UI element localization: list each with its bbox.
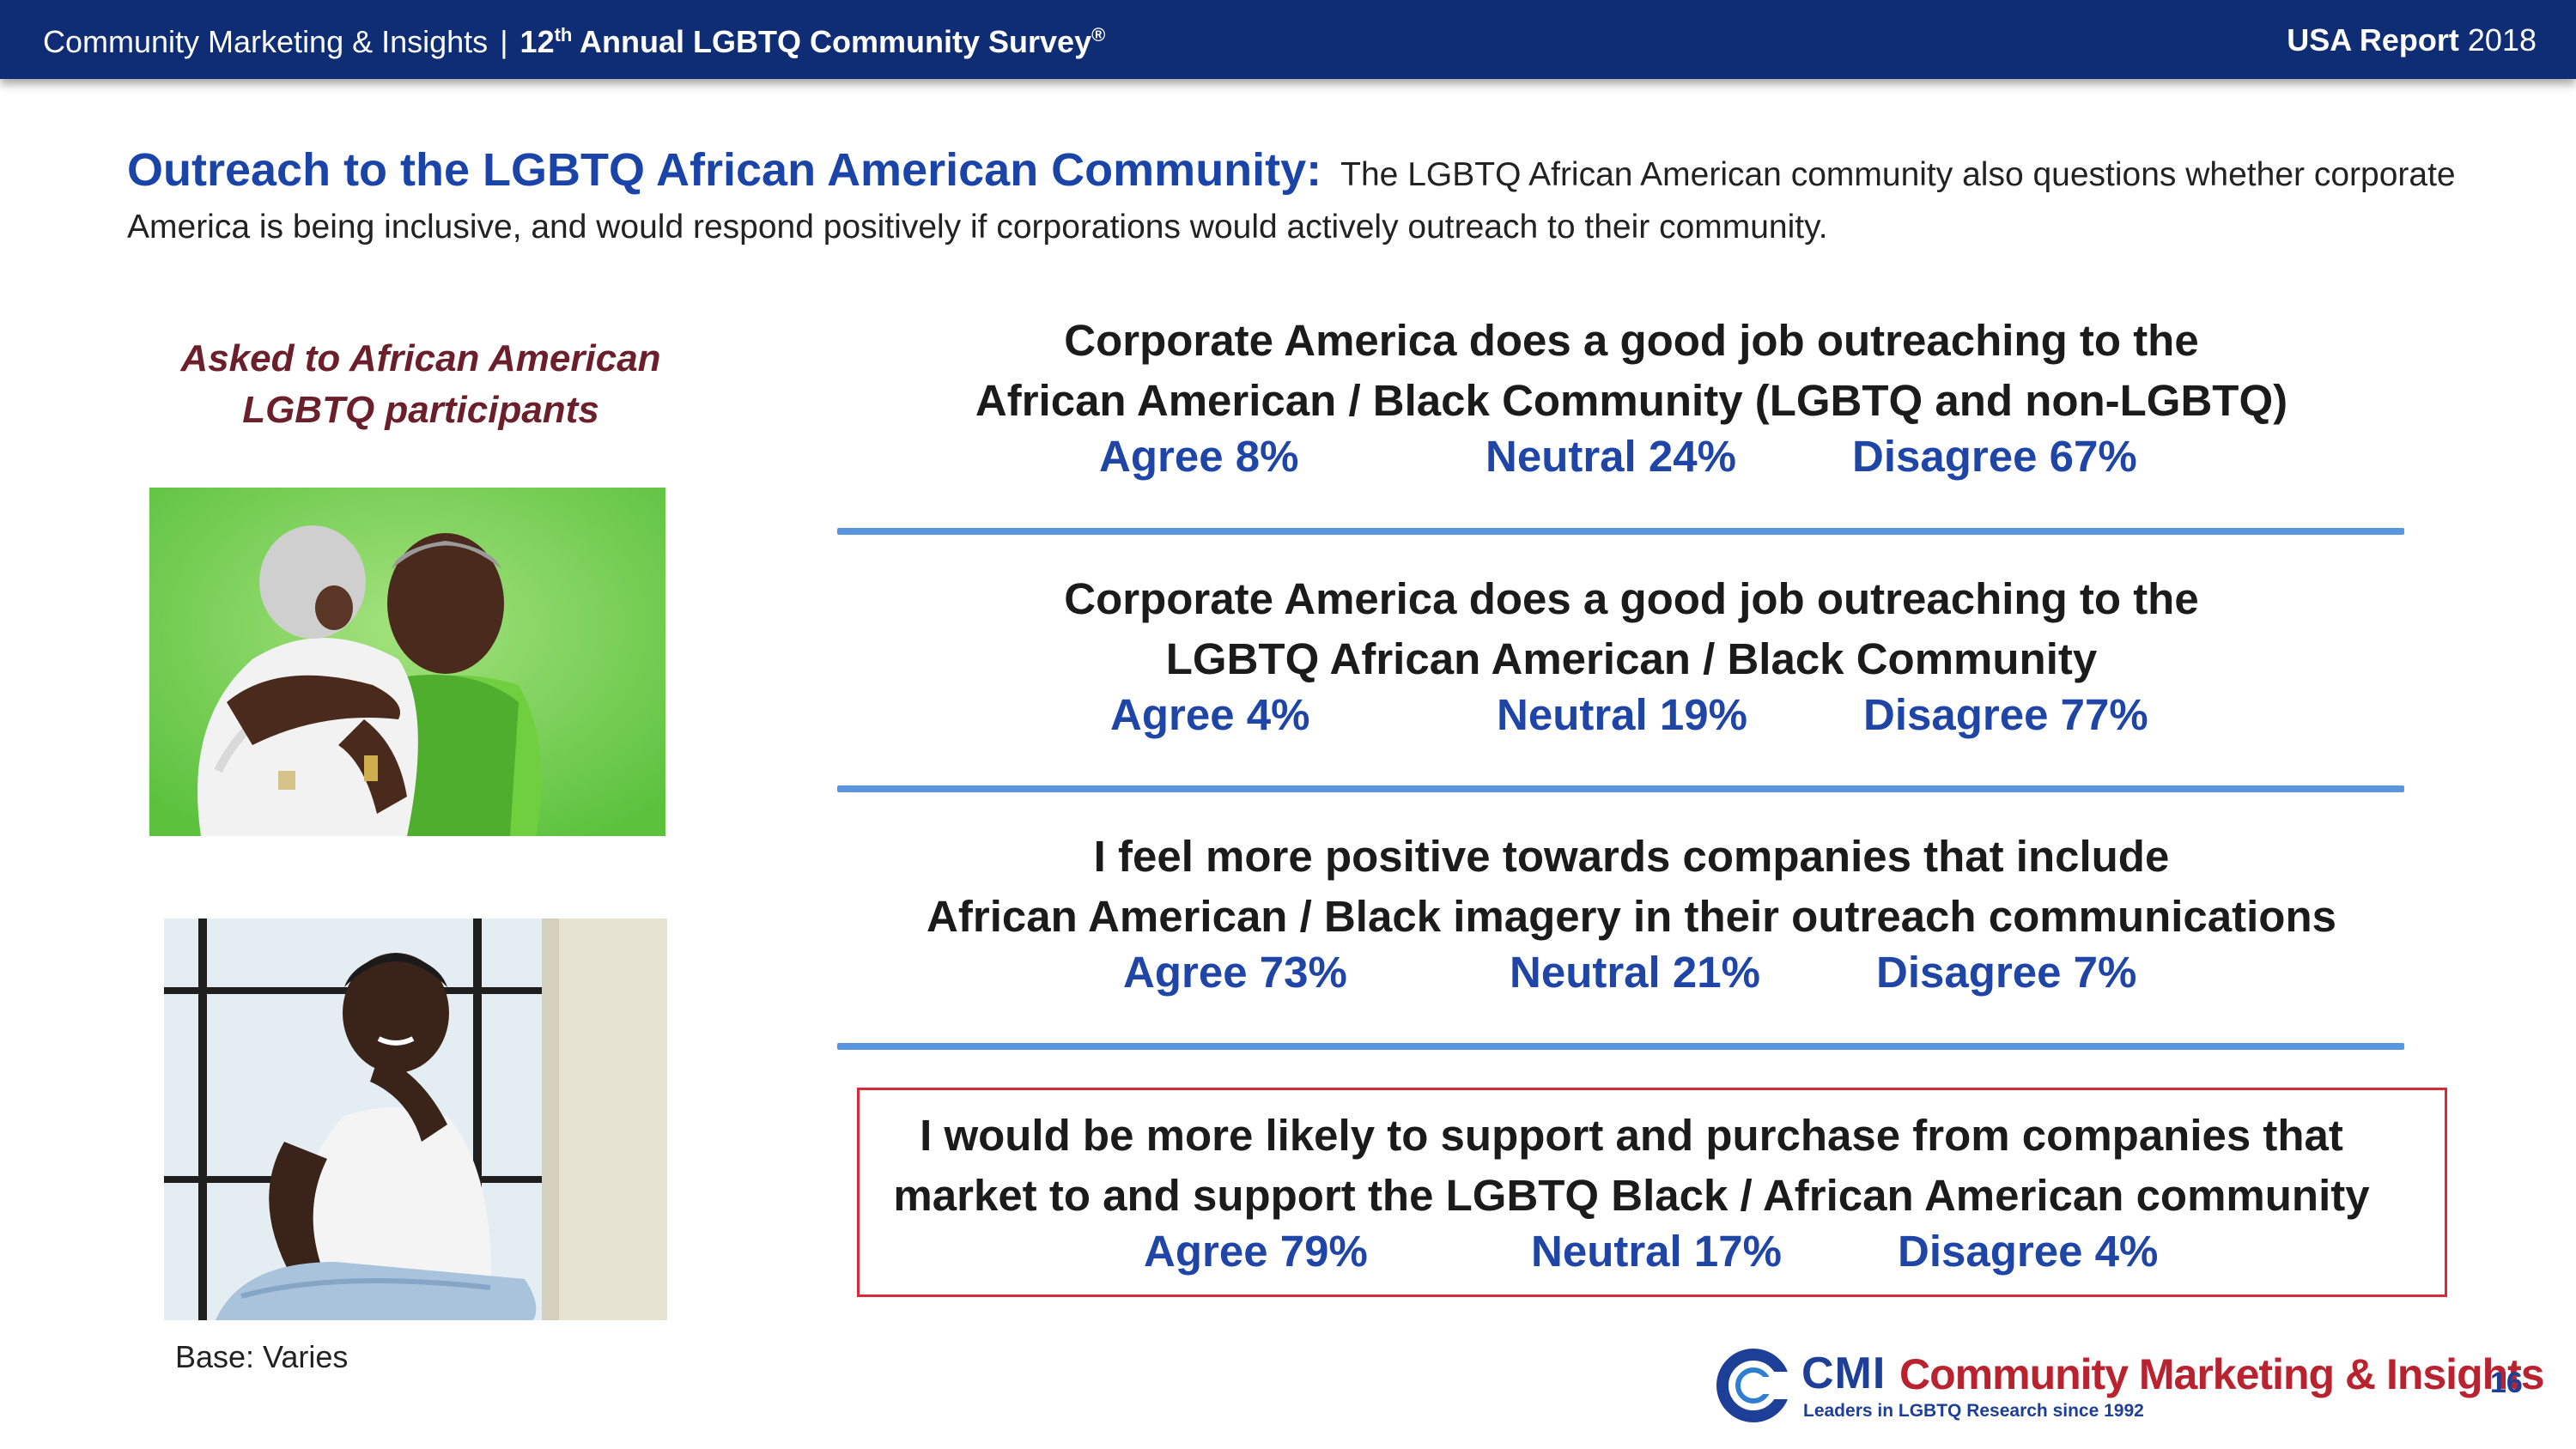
hug-illustration (149, 488, 665, 836)
divider-3 (837, 1043, 2404, 1050)
cmi-logo-mark-icon (1716, 1349, 1795, 1422)
statement-2-results: Agree 4% Neutral 19% Disagree 77% (850, 689, 2413, 749)
logo-abbreviation: CMI (1801, 1349, 1886, 1398)
report-name: USA Report (2287, 22, 2459, 58)
statement-3-line-1: I feel more positive towards companies t… (1093, 832, 2170, 881)
photo-smiling-person (164, 919, 667, 1320)
statement-1-disagree: Disagree 67% (1852, 432, 2137, 481)
statement-4-agree: Agree 79% (1144, 1227, 1368, 1276)
statement-2-line-2: LGBTQ African American / Black Community (1165, 634, 2098, 683)
statement-1-line-2: African American / Black Community (LGBT… (975, 376, 2288, 425)
statement-3-results: Agree 73% Neutral 21% Disagree 7% (850, 947, 2413, 1007)
survey-title: 12th Annual LGBTQ Community Survey® (520, 24, 1106, 59)
asked-line-2: LGBTQ participants (242, 389, 599, 431)
statement-3-neutral: Neutral 21% (1510, 948, 1760, 997)
statement-2: Corporate America does a good job outrea… (850, 569, 2413, 749)
statement-3: I feel more positive towards companies t… (850, 827, 2413, 1007)
header-separator: | (500, 24, 508, 59)
report-label: USA Report 2018 (2287, 22, 2537, 58)
statement-3-agree: Agree 73% (1123, 948, 1347, 997)
cmi-logo: CMI Community Marketing & Insights Leade… (1716, 1349, 2545, 1428)
survey-edition-suffix: th (554, 24, 573, 45)
statement-4-line-1: I would be more likely to support and pu… (920, 1111, 2343, 1160)
statement-3-disagree: Disagree 7% (1876, 948, 2137, 997)
divider-1 (837, 528, 2404, 535)
survey-name: Annual LGBTQ Community Survey (580, 24, 1092, 59)
statement-4: I would be more likely to support and pu… (850, 1106, 2413, 1286)
intro-text: The LGBTQ African American community als… (127, 156, 2456, 246)
statement-4-neutral: Neutral 17% (1531, 1227, 1782, 1276)
highlight-box (857, 1088, 2447, 1297)
statement-4-disagree: Disagree 4% (1898, 1227, 2159, 1276)
statement-1-neutral: Neutral 24% (1485, 432, 1736, 481)
logo-company-name: Community Marketing & Insights (1899, 1350, 2545, 1398)
statement-2-neutral: Neutral 19% (1497, 690, 1747, 739)
base-note: Base: Varies (175, 1339, 349, 1374)
statement-2-disagree: Disagree 77% (1863, 690, 2148, 739)
page-number: 16 (2490, 1367, 2523, 1399)
divider-2 (837, 785, 2404, 792)
asked-to-label: Asked to African American LGBTQ particip… (129, 333, 713, 436)
statement-4-results: Agree 79% Neutral 17% Disagree 4% (850, 1226, 2413, 1286)
logo-tagline: Leaders in LGBTQ Research since 1992 (1803, 1401, 2144, 1421)
statement-1-line-1: Corporate America does a good job outrea… (1064, 316, 2199, 365)
report-year: 2018 (2467, 22, 2537, 58)
statement-4-line-2: market to and support the LGBTQ Black / … (893, 1171, 2370, 1220)
statement-1-results: Agree 8% Neutral 24% Disagree 67% (850, 431, 2413, 491)
asked-line-1: Asked to African American (180, 337, 661, 379)
statement-2-line-1: Corporate America does a good job outrea… (1064, 574, 2199, 623)
photo-two-men-hugging (149, 488, 665, 836)
statement-3-line-2: African American / Black imagery in thei… (927, 892, 2336, 941)
statement-1-agree: Agree 8% (1099, 432, 1299, 481)
header-title: Community Marketing & Insights | 12th Annu… (43, 24, 1105, 60)
statement-1: Corporate America does a good job outrea… (850, 311, 2413, 491)
org-name: Community Marketing & Insights (43, 24, 489, 59)
registered-mark: ® (1091, 24, 1106, 45)
intro-paragraph: Outreach to the LGBTQ African American C… (127, 144, 2497, 253)
header-bar: Community Marketing & Insights | 12th Annu… (0, 0, 2576, 79)
survey-edition: 12 (519, 24, 555, 59)
statement-2-agree: Agree 4% (1110, 690, 1310, 739)
portrait-illustration (164, 919, 667, 1320)
section-heading: Outreach to the LGBTQ African American C… (127, 144, 1322, 196)
